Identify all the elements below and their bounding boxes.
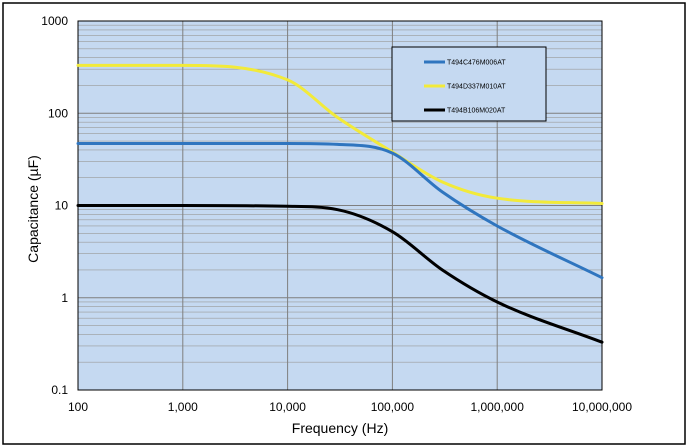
y-tick-label: 0.1 — [51, 383, 68, 397]
x-tick-label: 10,000 — [269, 400, 306, 414]
x-tick-labels: 100 1,000 10,000 100,000 1,000,000 10,000,000 — [68, 400, 632, 414]
x-tick-label: 1,000,000 — [471, 400, 525, 414]
legend-label: T494D337M010AT — [447, 84, 506, 91]
legend-box — [391, 46, 547, 122]
x-axis-title: Frequency (Hz) — [292, 420, 388, 436]
x-tick-label: 1,000 — [168, 400, 198, 414]
series-layer — [76, 63, 604, 344]
series-line-T494B106M020AT — [76, 203, 604, 344]
legend-label: T494B106M020AT — [447, 108, 506, 115]
y-tick-label: 10 — [55, 199, 69, 213]
series-line-T494C476M006AT — [76, 141, 604, 280]
legend: T494C476M006AT T494D337M010AT T494B106M020… — [391, 46, 547, 122]
y-tick-labels: 0.1 1 10 100 1000 — [41, 14, 68, 397]
x-tick-label: 10,000,000 — [572, 400, 632, 414]
series-line-T494D337M010AT — [76, 63, 604, 205]
y-axis-title: Capacitance (µF) — [25, 155, 41, 263]
x-tick-label: 100,000 — [371, 400, 415, 414]
y-tick-label: 100 — [48, 106, 68, 120]
y-tick-label: 1000 — [41, 14, 68, 28]
y-tick-label: 1 — [61, 291, 68, 305]
legend-label: T494C476M006AT — [447, 60, 506, 67]
x-tick-label: 100 — [68, 400, 88, 414]
